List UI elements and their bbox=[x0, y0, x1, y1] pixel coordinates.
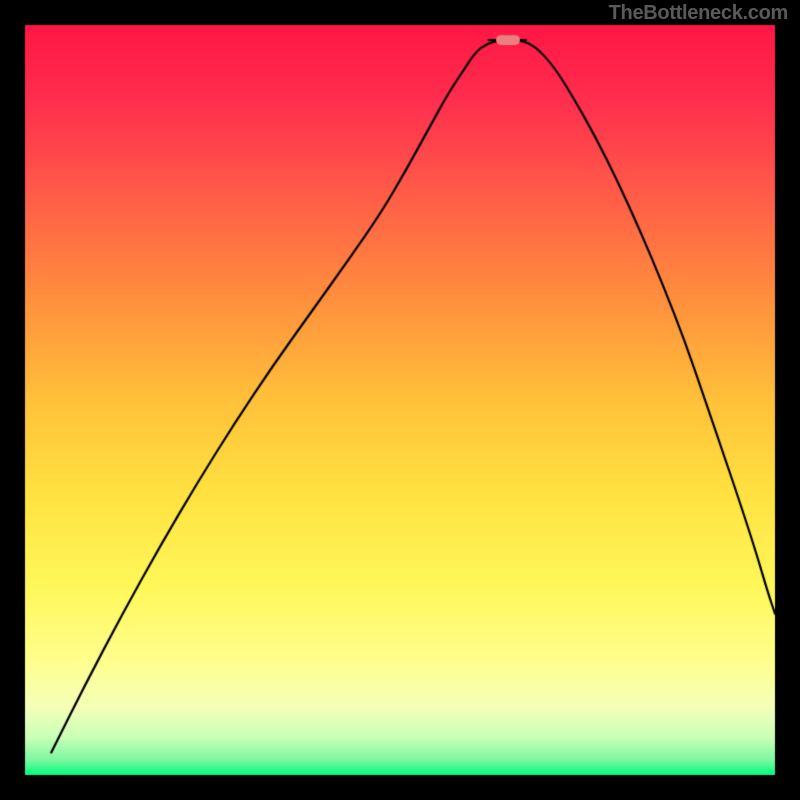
watermark-label: TheBottleneck.com bbox=[609, 2, 788, 25]
bottleneck-curve-canvas bbox=[0, 0, 800, 800]
chart-container: TheBottleneck.com bbox=[0, 0, 800, 800]
